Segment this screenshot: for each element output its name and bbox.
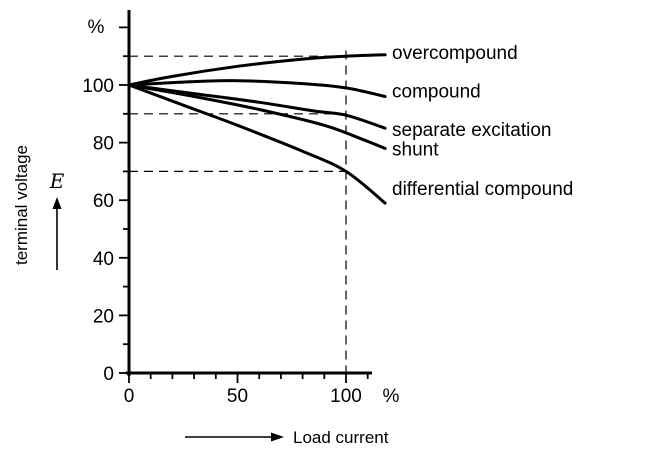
- x-tick-label: 100: [330, 386, 362, 407]
- x-axis-label: Load current: [293, 428, 389, 447]
- y-tick-label: 60: [93, 191, 114, 212]
- series-lines: [127, 53, 387, 205]
- series-line-separate-excitation: [127, 83, 387, 130]
- series-label-separate-excitation: separate excitation: [392, 120, 552, 141]
- series-line-differential-compound: [127, 83, 387, 205]
- x-unit-label: %: [383, 386, 400, 407]
- y-tick-label: 20: [93, 306, 114, 327]
- axes: [119, 10, 372, 383]
- series-line-compound: [127, 79, 387, 98]
- series-line-shunt: [127, 83, 387, 150]
- series-labels: overcompound compound separate excitations…: [392, 43, 573, 200]
- tick-labels: 0 20 40 60 80 100 0 50 100: [82, 76, 362, 407]
- y-tick-label: 80: [93, 134, 114, 155]
- x-axis-arrow-icon: [185, 432, 284, 442]
- y-tick-label: 100: [82, 76, 114, 97]
- series-label-overcompound: overcompound: [392, 43, 518, 64]
- y-axis-symbol: E: [49, 169, 65, 193]
- y-axis-label: terminal voltage: [12, 145, 31, 265]
- y-tick-label: 0: [103, 364, 114, 385]
- x-tick-label: 50: [227, 386, 248, 407]
- y-axis-arrow-icon: [52, 197, 62, 270]
- series-line-overcompound: [127, 53, 387, 87]
- series-label-compound: compound: [392, 82, 481, 103]
- series-label-differential-compound: differential compound: [392, 179, 573, 200]
- y-tick-label: 40: [93, 249, 114, 270]
- series-label-shunt: shunt: [392, 139, 439, 160]
- x-tick-label: 0: [124, 386, 135, 407]
- y-unit-label: %: [88, 17, 105, 38]
- reference-lines: [129, 50, 347, 373]
